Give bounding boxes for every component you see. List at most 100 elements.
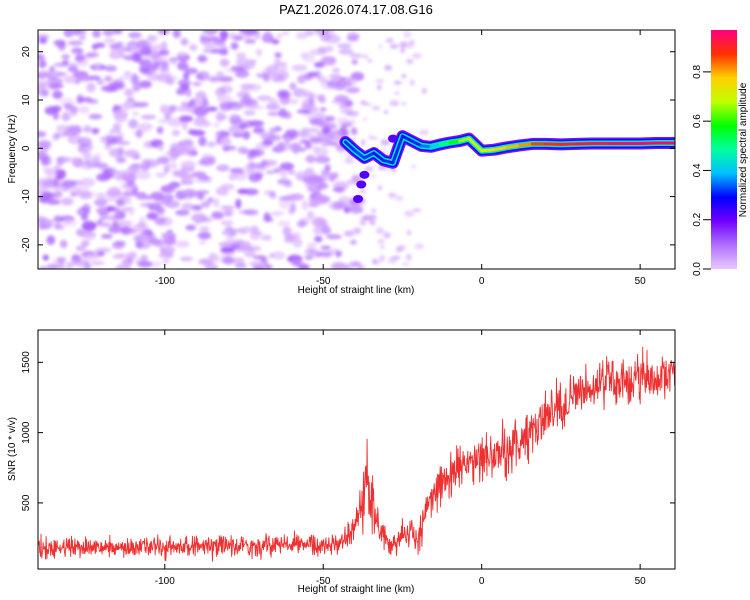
noise-blob xyxy=(291,257,302,267)
noise-blob xyxy=(298,89,313,97)
noise-blob xyxy=(249,231,261,241)
noise-blob xyxy=(246,30,260,34)
noise-blob xyxy=(168,181,181,189)
noise-blob xyxy=(146,202,162,207)
noise-blob xyxy=(291,64,308,72)
noise-blob xyxy=(307,210,314,220)
noise-blob xyxy=(171,75,178,81)
noise-blob xyxy=(239,97,252,105)
noise-blob xyxy=(255,165,266,171)
noise-blob xyxy=(306,127,320,133)
noise-blob xyxy=(141,158,152,166)
noise-blob xyxy=(222,145,229,152)
ridge-segment xyxy=(401,134,414,143)
noise-blob xyxy=(410,165,417,169)
noise-blob xyxy=(328,248,339,255)
spectrogram-y-ticks: -20 -10 0 10 20 xyxy=(21,46,675,252)
noise-blob xyxy=(73,30,82,36)
noise-blob xyxy=(362,117,368,122)
noise-blob xyxy=(315,196,331,202)
noise-blob xyxy=(125,180,135,188)
noise-blob xyxy=(314,61,325,68)
noise-blob xyxy=(220,246,236,253)
y-tick-label: 20 xyxy=(21,46,32,58)
noise-blob xyxy=(296,109,312,114)
noise-blob xyxy=(329,130,343,135)
noise-blob xyxy=(180,38,189,46)
ridge-segment xyxy=(543,142,563,146)
noise-blob xyxy=(164,246,175,254)
noise-blob xyxy=(218,76,234,83)
noise-blob xyxy=(156,73,173,83)
noise-blob xyxy=(42,181,56,190)
noise-blob xyxy=(46,77,54,83)
noise-blob xyxy=(198,136,207,147)
noise-blob xyxy=(137,122,153,132)
noise-blob xyxy=(105,133,116,142)
noise-blob xyxy=(49,70,60,78)
noise-blob xyxy=(85,52,100,58)
noise-blob xyxy=(177,61,189,71)
y-tick-label: 1500 xyxy=(21,351,32,374)
noise-blob xyxy=(298,133,315,139)
noise-blob xyxy=(333,181,349,191)
noise-blob xyxy=(175,209,190,216)
noise-blob xyxy=(38,53,44,60)
noise-blob xyxy=(282,226,292,236)
noise-blob xyxy=(301,200,309,211)
noise-blob xyxy=(94,62,101,70)
noise-blob xyxy=(331,68,341,73)
noise-blob xyxy=(199,216,213,223)
colorbar-tick-label: 0.4 xyxy=(692,163,703,177)
noise-blob xyxy=(260,234,272,241)
noise-blob xyxy=(377,84,382,91)
noise-blob xyxy=(160,41,167,49)
x-tick-label: 0 xyxy=(479,276,485,287)
noise-blob xyxy=(93,162,109,168)
noise-blob xyxy=(206,197,214,204)
noise-blob xyxy=(200,201,211,208)
noise-blob xyxy=(126,228,139,234)
noise-blob xyxy=(61,54,70,60)
noise-blob xyxy=(257,95,272,102)
noise-blob xyxy=(114,210,124,220)
noise-blob xyxy=(108,43,121,49)
ridge-segment xyxy=(362,151,376,160)
colorbar-bar xyxy=(711,30,737,269)
noise-blob xyxy=(143,195,153,200)
noise-blob xyxy=(116,220,133,226)
noise-blob xyxy=(316,94,326,102)
noise-blob xyxy=(220,220,234,226)
noise-blob xyxy=(311,216,326,227)
noise-blob xyxy=(123,149,140,158)
noise-blob xyxy=(176,52,187,57)
snr-panel: -100 -50 0 50 500 1000 1500 Height of straigh… xyxy=(7,329,676,595)
noise-blob xyxy=(56,256,67,264)
noise-blob xyxy=(42,88,49,98)
noise-blob xyxy=(234,263,247,269)
noise-blob xyxy=(61,197,74,206)
noise-blob xyxy=(350,127,358,136)
noise-blob xyxy=(60,179,77,188)
noise-blob xyxy=(235,172,247,181)
x-tick-label: 50 xyxy=(635,576,647,587)
noise-blob xyxy=(322,126,331,135)
snr-y-ticks: 500 1000 1500 xyxy=(21,351,675,511)
noise-blob xyxy=(204,36,220,42)
noise-blob xyxy=(52,113,60,120)
noise-blob xyxy=(44,264,58,269)
noise-blob xyxy=(103,38,116,44)
noise-blob xyxy=(220,114,228,120)
noise-blob xyxy=(218,48,229,56)
noise-blob xyxy=(80,240,90,247)
noise-blob xyxy=(93,153,102,159)
noise-blob xyxy=(54,223,65,231)
noise-blob xyxy=(224,225,233,231)
noise-blob xyxy=(352,175,362,182)
noise-blob xyxy=(273,167,282,174)
noise-blob xyxy=(206,141,217,148)
noise-blob xyxy=(319,31,331,42)
noise-blob xyxy=(277,220,291,227)
noise-blob xyxy=(215,130,231,138)
noise-blob xyxy=(338,81,353,87)
